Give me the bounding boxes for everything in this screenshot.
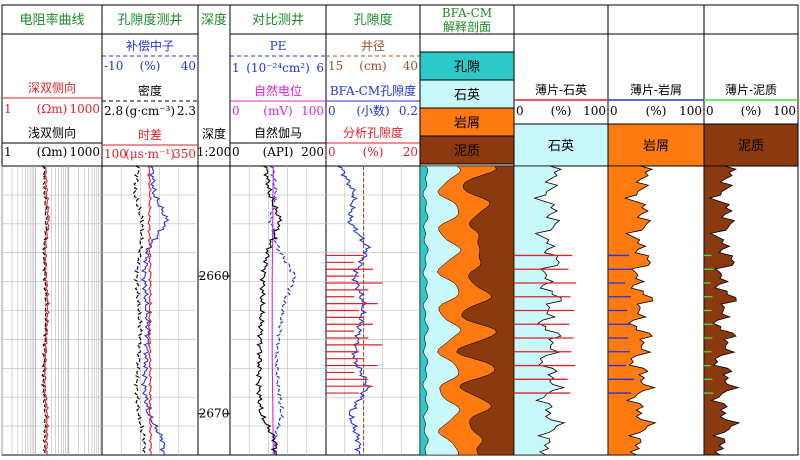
curve-name: 时差: [138, 128, 162, 142]
curve-name: 密度: [138, 83, 162, 98]
thin-section-left: 0: [516, 104, 524, 118]
curve-left-scale: 100: [104, 147, 127, 161]
legend-label: 石英: [454, 88, 480, 103]
thin-clay-fill: [703, 165, 741, 456]
curve-name: 浅双侧向: [28, 125, 76, 140]
depth-tick-label: 2660: [199, 269, 230, 283]
curve-right-scale: 40: [181, 59, 196, 73]
curve-unit: (mV): [263, 104, 292, 118]
curve-right-scale: 100: [301, 104, 324, 118]
curve-left-scale: -10: [104, 59, 123, 73]
series-补偿中子: [140, 165, 170, 456]
curve-left-scale: 1: [4, 102, 12, 116]
track-title: 孔隙度: [353, 12, 392, 28]
thin-section-unit: (%): [551, 104, 572, 118]
curve-unit: (%): [140, 59, 161, 73]
curve-left-scale: 0: [232, 104, 240, 118]
thin-section-left: 0: [610, 104, 618, 118]
series-浅双侧向: [41, 165, 49, 456]
series-时差: [146, 165, 153, 456]
thin-section-swatch: [513, 123, 609, 167]
series-自然电位: [271, 166, 274, 455]
depth-tick-label: 2670: [199, 407, 230, 421]
thin-section-right: 100: [773, 104, 796, 118]
curve-name: 补偿中子: [126, 38, 174, 53]
curve-left-scale: 0: [328, 145, 336, 159]
legend-label: 孔隙: [454, 60, 480, 75]
track-title: 对比测井: [252, 13, 304, 28]
curve-unit: (10⁻²⁴cm²): [246, 61, 310, 75]
curve-unit: (cm): [359, 59, 386, 73]
curve-name: PE: [270, 39, 287, 53]
curve-left-scale: 0: [328, 104, 336, 118]
series-PE: [268, 165, 297, 456]
curve-name: BFA-CM孔隙度: [330, 83, 416, 98]
depth-label: 深度: [202, 126, 226, 141]
curve-right-scale: 40: [403, 59, 418, 73]
curve-name: 井径: [361, 39, 385, 53]
thin-section-swatch: [607, 123, 705, 167]
legend-label: 泥质: [454, 144, 480, 159]
curve-unit: (Ωm): [37, 145, 68, 159]
thin-section-right: 100: [583, 104, 606, 118]
thin-section-unit: (%): [646, 104, 667, 118]
thin-section-title: 薄片-石英: [535, 82, 587, 97]
curve-right-scale: 2.3: [177, 104, 196, 118]
curve-name: 自然电位: [254, 83, 302, 98]
thin-section-title: 薄片-泥质: [725, 82, 777, 97]
curve-right-scale: 200: [301, 145, 324, 159]
curve-unit: (小数): [356, 103, 389, 118]
curve-name: 深双侧向: [28, 80, 76, 95]
curve-unit: (%): [363, 145, 384, 159]
track-title: 孔隙度测井: [117, 12, 182, 28]
legend-box-0: [419, 51, 515, 81]
curve-right-scale: 6: [316, 61, 324, 75]
thin-section-unit: (%): [741, 104, 762, 118]
series-密度: [132, 165, 147, 456]
thin-section-left: 0: [706, 104, 714, 118]
curve-name: 自然伽马: [254, 125, 302, 140]
curve-left-scale: 0: [232, 145, 240, 159]
chart-bodies: 2660 2670: [1, 165, 741, 456]
series-深双侧向: [42, 165, 51, 456]
curve-left-scale: 1: [232, 61, 240, 75]
thin-lithic-fill: [607, 165, 657, 456]
curve-unit: (g·cm⁻³): [125, 104, 175, 118]
curve-unit: (μs·m⁻¹): [125, 147, 175, 161]
curve-right-scale: 350: [173, 147, 196, 161]
curve-right-scale: 1000: [69, 102, 100, 116]
depth-scale: 1:200: [197, 145, 232, 159]
curve-left-scale: 1: [4, 145, 12, 159]
track-title: BFA-CM: [442, 6, 492, 20]
curve-right-scale: 20: [403, 145, 418, 159]
curve-name: 分析孔隙度: [343, 125, 403, 140]
track-title: 电阻率曲线: [19, 12, 84, 28]
thin-section-fill-label: 泥质: [738, 139, 764, 154]
curve-right-scale: 0.2: [399, 104, 418, 118]
thin-section-right: 100: [679, 104, 702, 118]
thin-section-title: 薄片-岩屑: [630, 82, 682, 97]
curve-left-scale: 2.8: [104, 104, 123, 118]
curve-unit: (API): [263, 145, 294, 159]
curve-right-scale: 1000: [69, 145, 100, 159]
track-subtitle: 解释剖面: [443, 20, 491, 34]
track-title: 深度: [201, 12, 227, 28]
curve-unit: (Ωm): [37, 102, 68, 116]
series-自然伽马: [255, 165, 283, 456]
legend-label: 岩屑: [454, 116, 480, 131]
thin-section-swatch: [703, 123, 799, 167]
series-BFA-CM孔隙度: [336, 165, 372, 456]
curve-left-scale: 15: [328, 59, 343, 73]
legend-box-3: [419, 135, 515, 165]
thin-section-fill-label: 石英: [548, 139, 574, 154]
thin-section-fill-label: 岩屑: [643, 139, 669, 154]
